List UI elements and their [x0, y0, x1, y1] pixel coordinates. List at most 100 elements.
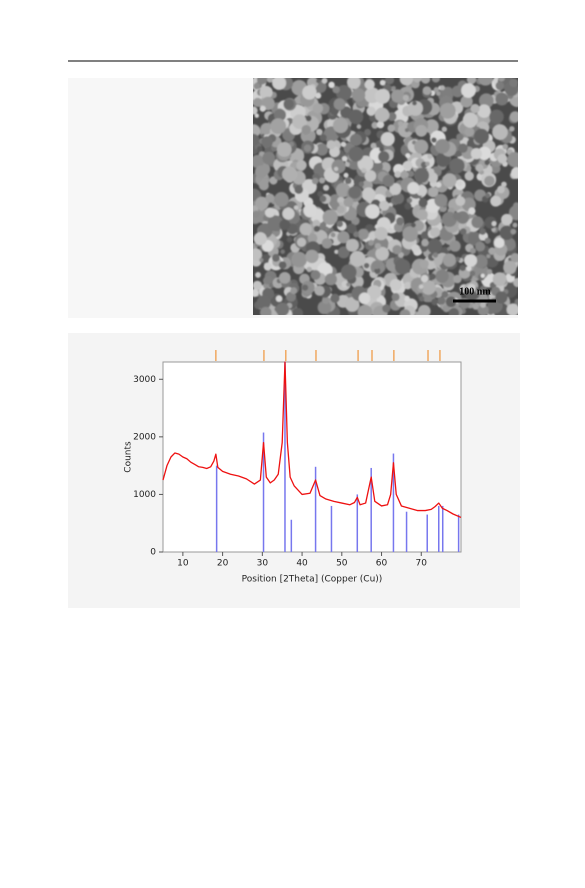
sem-grain [479, 228, 486, 235]
sem-grain [340, 264, 357, 280]
sem-grain [337, 246, 350, 259]
sem-grain [331, 159, 346, 174]
sem-grain [392, 245, 402, 255]
sem-grain [494, 237, 505, 249]
sem-grain [510, 166, 518, 179]
x-tick-label: 30 [257, 559, 269, 569]
sem-grain [425, 161, 430, 167]
sem-grain [428, 187, 439, 198]
sem-grain [290, 287, 298, 295]
sem-grain [311, 177, 319, 185]
sem-grain [319, 195, 327, 203]
sem-grain [502, 143, 509, 150]
sem-grain [412, 78, 422, 83]
sem-grain [497, 185, 505, 194]
y-tick-label: 0 [150, 548, 156, 558]
sem-grain [333, 98, 346, 111]
sem-grain [470, 148, 482, 160]
sem-grain [316, 78, 321, 84]
sem-grain [324, 273, 337, 286]
sem-grain [394, 259, 411, 275]
sem-image [253, 78, 518, 315]
sem-grain [253, 248, 263, 261]
sem-grain [439, 102, 456, 119]
sem-grain [291, 251, 307, 268]
sem-grain [314, 285, 325, 296]
sem-grain [301, 284, 309, 291]
sem-grain [374, 107, 390, 123]
sem-grain [315, 143, 329, 156]
sem-grain [416, 209, 428, 221]
sem-grain [259, 105, 266, 112]
sem-grain [333, 166, 339, 172]
sem-grain [375, 140, 384, 148]
sem-grain [343, 172, 349, 178]
sem-grain [419, 259, 429, 269]
sem-grain [301, 125, 311, 135]
sem-grain [403, 160, 413, 170]
sem-grain [461, 83, 476, 98]
sem-grain [489, 109, 504, 124]
sem-grain [478, 93, 494, 109]
x-tick-label: 50 [336, 559, 348, 569]
sem-grain [330, 293, 340, 303]
sem-grain [390, 89, 405, 103]
sem-grain [427, 153, 433, 159]
sem-grain [429, 227, 441, 238]
sem-grain [375, 246, 389, 261]
sem-grain [382, 304, 391, 313]
sem-grain [346, 282, 351, 287]
sem-grain [415, 124, 428, 137]
sem-grain [405, 153, 411, 159]
sem-grain [473, 254, 488, 269]
sem-grain [253, 232, 267, 246]
sem-grain [477, 104, 491, 118]
sem-grain [509, 111, 518, 123]
sem-grain [460, 95, 473, 108]
data-line [162, 361, 462, 519]
sem-grain [402, 226, 419, 242]
sem-grain [374, 267, 381, 274]
sem-grain [449, 157, 465, 174]
sem-grain [317, 300, 332, 315]
sem-grain [262, 151, 276, 165]
sem-grain [315, 92, 322, 99]
sem-grain [429, 273, 436, 280]
sem-grain [503, 260, 517, 275]
x-tick-label: 10 [177, 559, 189, 569]
sem-grain [455, 196, 466, 206]
sem-grain [487, 308, 495, 315]
sem-grain [495, 81, 505, 91]
sem-grain [490, 195, 502, 207]
sem-grain [253, 280, 263, 291]
chart: 0 1000 2000 3000 10 20 30 40 50 60 70 [133, 350, 462, 569]
sem-grain [321, 238, 333, 249]
sem-grain [293, 205, 299, 210]
sem-grain [367, 285, 382, 300]
sem-grain [334, 249, 339, 254]
sem-grain [380, 132, 395, 147]
sem-grain [422, 86, 432, 95]
sem-grain [391, 86, 396, 91]
sem-grain [379, 200, 390, 211]
sem-grain [316, 128, 323, 136]
sem-grain [322, 209, 338, 225]
sem-grain [364, 170, 377, 182]
sem-grain [484, 159, 490, 166]
sem-grain [363, 262, 370, 269]
sem-grain [432, 252, 439, 258]
sem-grain [263, 262, 272, 271]
x-tick-label: 70 [416, 559, 428, 569]
sem-grain [470, 103, 480, 114]
sem-grain [449, 240, 461, 252]
sem-grain [358, 181, 365, 187]
sem-grain [379, 146, 384, 152]
sem-grain [283, 98, 295, 110]
sem-grain [303, 144, 312, 152]
sem-grain [418, 198, 428, 208]
sem-grain [254, 113, 259, 118]
sem-grain [464, 127, 475, 137]
sem-grain [384, 78, 395, 85]
sem-grain [435, 138, 450, 154]
